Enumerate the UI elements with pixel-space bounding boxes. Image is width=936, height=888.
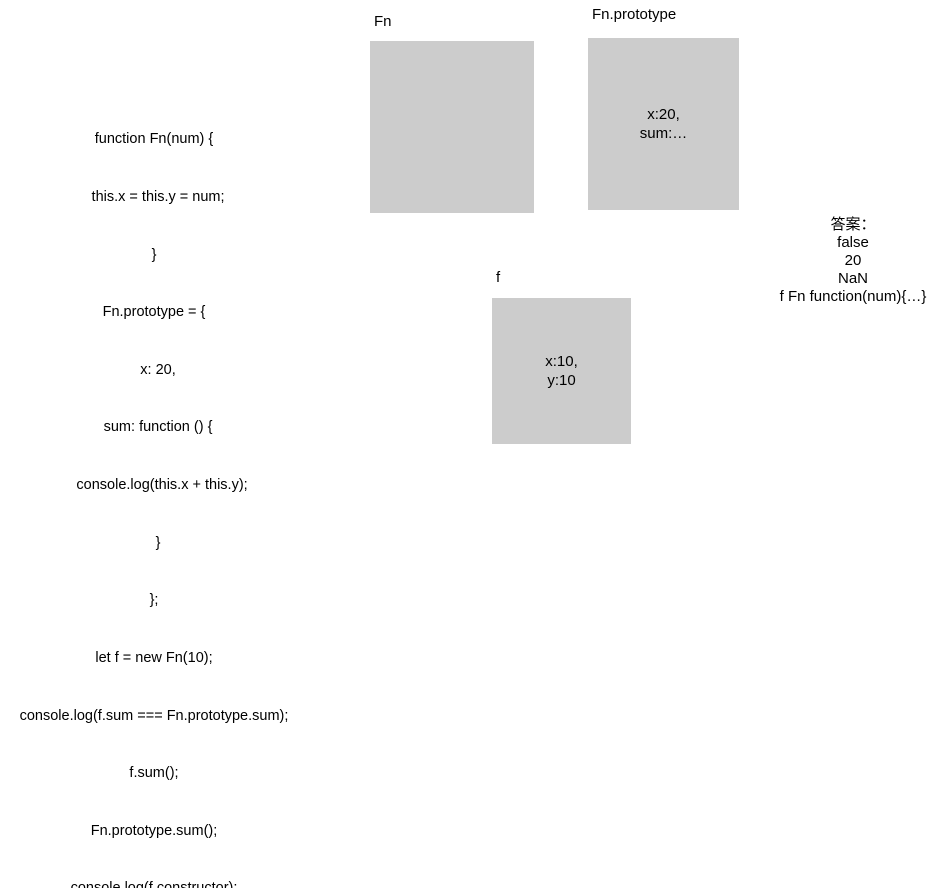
code-line: console.log(this.x + this.y); [60, 477, 248, 494]
f-box-label: f [496, 269, 501, 286]
code-line: } [151, 246, 157, 263]
code-line: this.x = this.y = num; [83, 189, 225, 206]
fn-box [370, 41, 534, 213]
code-line: x: 20, [132, 361, 176, 378]
answer-line: false [837, 234, 869, 251]
prototype-box-content: x:20, sum:… [639, 106, 688, 142]
code-line: }; [149, 592, 159, 609]
code-line: let f = new Fn(10); [95, 649, 213, 666]
prototype-box-label: Fn.prototype [592, 6, 677, 23]
answer-title: 答案： [830, 216, 876, 233]
code-line: } [147, 534, 161, 551]
answer-line: f Fn function(num){…} [779, 288, 927, 305]
answer-line: NaN [837, 270, 868, 287]
code-line: console.log(f.constructor); [0, 879, 308, 888]
prototype-box: x:20, sum:… [588, 38, 739, 210]
answer-line: 20 [844, 252, 862, 269]
code-line: sum: function () { [95, 419, 213, 436]
code-line: function Fn(num) { [94, 131, 214, 148]
code-line: f.sum(); [129, 765, 179, 782]
code-line: console.log(f.sum === Fn.prototype.sum); [19, 707, 289, 724]
code-line: Fn.prototype = { [102, 304, 206, 321]
fn-box-label: Fn [374, 13, 392, 30]
f-box-content: x:10, y:10 [545, 353, 578, 389]
code-snippet: function Fn(num) { this.x = this.y = num… [0, 92, 308, 888]
answer-block: 答案： false 20 NaN f Fn function(num){…} [768, 216, 936, 306]
code-line: Fn.prototype.sum(); [90, 822, 218, 839]
f-box: x:10, y:10 [492, 298, 631, 444]
